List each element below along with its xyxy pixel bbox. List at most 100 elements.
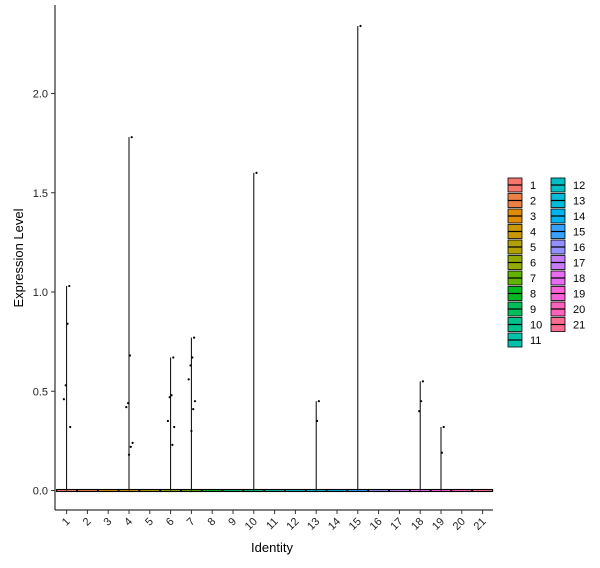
data-point [316, 419, 319, 423]
x-tick-label: 17 [388, 516, 405, 533]
violin-base [388, 488, 410, 493]
legend-item-7: 7 [507, 270, 536, 286]
y-axis-title: Expression Level [11, 208, 26, 307]
x-tick-label: 7 [185, 516, 198, 529]
data-point [171, 443, 174, 446]
data-point [130, 136, 133, 139]
legend-label: 13 [573, 196, 585, 208]
legend-item-21: 21 [550, 317, 585, 332]
violin-9 [222, 488, 244, 493]
legend-label: 6 [530, 258, 536, 270]
legend-label: 2 [530, 196, 536, 208]
x-tick-label: 2 [81, 516, 94, 529]
x-tick-label: 3 [102, 516, 115, 529]
x-tick-label: 21 [472, 516, 489, 533]
violin-1 [56, 286, 78, 493]
y-tick-label: 2.0 [33, 89, 48, 101]
data-point [125, 406, 128, 409]
legend-item-2: 2 [507, 193, 536, 208]
violin-17 [388, 488, 410, 493]
violin-19 [430, 426, 452, 493]
data-point [127, 402, 130, 405]
violin-base [326, 488, 348, 493]
legend-item-13: 13 [550, 193, 585, 208]
violin-base [264, 488, 286, 493]
violin-13 [305, 401, 327, 493]
violin-21 [472, 488, 494, 493]
data-point [420, 400, 423, 403]
violin-base [451, 488, 473, 493]
data-point [170, 394, 173, 397]
x-tick-label: 18 [409, 516, 426, 533]
x-tick-label: 9 [226, 516, 239, 529]
data-point [173, 425, 176, 429]
violin-group [56, 26, 494, 493]
legend-item-6: 6 [507, 255, 536, 270]
violin-base [368, 488, 390, 493]
legend-item-20: 20 [550, 301, 585, 317]
data-point [190, 429, 193, 433]
legend-item-16: 16 [550, 239, 585, 255]
violin-8 [201, 488, 223, 493]
y-tick-label: 0.5 [33, 386, 48, 398]
legend-label: 12 [573, 180, 585, 192]
data-point [172, 356, 175, 359]
legend-label: 1 [530, 180, 536, 192]
legend-item-1: 1 [507, 177, 536, 193]
violin-base [222, 488, 244, 493]
data-point [166, 419, 169, 423]
x-tick-label: 8 [206, 516, 219, 529]
data-point [129, 445, 132, 448]
violin-14 [326, 488, 348, 493]
x-tick-label: 4 [122, 516, 135, 529]
jitter-points [62, 24, 445, 456]
legend-item-17: 17 [550, 255, 585, 270]
x-tick-label: 16 [368, 516, 385, 533]
data-point [192, 408, 195, 411]
y-tick-label: 0.0 [33, 486, 48, 498]
x-tick-label: 1 [60, 516, 73, 529]
data-point [66, 322, 69, 325]
legend-item-19: 19 [550, 286, 585, 301]
legend-item-9: 9 [507, 301, 536, 317]
legend-label: 7 [530, 273, 536, 285]
violin-12 [284, 488, 306, 493]
legend-item-12: 12 [550, 177, 585, 193]
legend-label: 20 [573, 304, 585, 316]
x-tick-label: 19 [430, 516, 447, 533]
data-point [69, 425, 72, 429]
violin-15 [347, 26, 369, 493]
legend-label: 11 [530, 335, 541, 347]
violin-11 [264, 488, 286, 493]
violin-18 [409, 381, 431, 493]
legend-label: 21 [573, 320, 585, 332]
legend-label: 19 [573, 289, 585, 301]
legend-label: 3 [530, 211, 536, 223]
y-tick-label: 1.5 [33, 188, 48, 200]
x-tick-label: 6 [164, 516, 177, 529]
violin-2 [76, 488, 98, 493]
data-point [64, 384, 67, 387]
data-point [62, 398, 65, 401]
x-tick-label: 11 [264, 516, 281, 533]
data-point [193, 400, 197, 403]
x-tick-label: 12 [284, 516, 301, 533]
violin-20 [451, 488, 473, 493]
legend-label: 18 [573, 273, 585, 285]
legend-item-4: 4 [507, 224, 536, 239]
data-point [359, 24, 362, 28]
data-point [191, 356, 194, 359]
data-point [168, 396, 171, 399]
legend-label: 17 [573, 258, 585, 270]
y-axis-ticks: 0.0 0.5 1.0 1.5 2.0 [33, 89, 55, 498]
data-point [440, 451, 443, 454]
legend-item-8: 8 [507, 286, 536, 301]
violin-base [139, 488, 161, 493]
data-point [255, 171, 258, 174]
legend-label: 9 [530, 304, 536, 316]
x-tick-label: 20 [451, 516, 468, 533]
data-point [131, 441, 134, 444]
data-point [68, 284, 71, 288]
violin-5 [139, 488, 161, 493]
